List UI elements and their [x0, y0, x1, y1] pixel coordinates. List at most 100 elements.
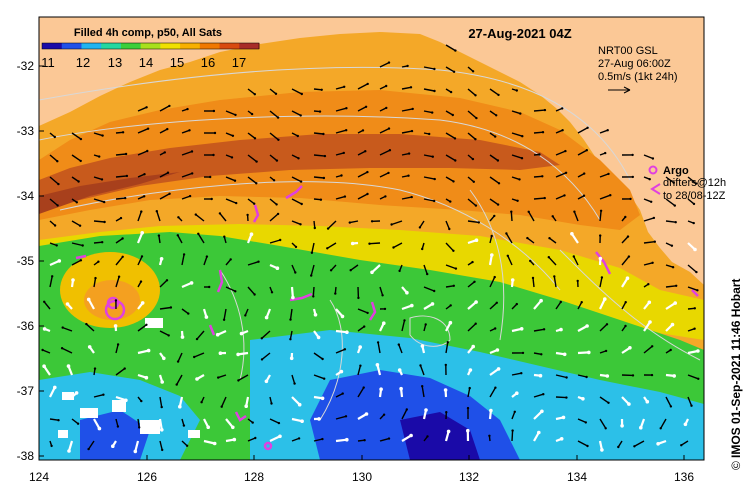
warm-core-2 — [39, 172, 180, 214]
velocity-arrow — [350, 264, 359, 271]
velocity-arrow-head — [81, 244, 84, 247]
velocity-arrow-head — [53, 135, 56, 139]
velocity-arrow-head — [61, 326, 64, 329]
velocity-arrow — [313, 88, 322, 91]
velocity-arrow — [599, 323, 608, 332]
velocity-arrow-head — [275, 266, 280, 271]
scale-arrow-icon — [608, 86, 631, 94]
velocity-arrow — [643, 198, 652, 203]
velocity-arrow-head — [41, 348, 44, 352]
velocity-arrow-head — [697, 377, 700, 380]
velocity-arrow — [379, 127, 390, 134]
velocity-arrow — [219, 212, 227, 222]
velocity-arrow-head — [381, 294, 384, 297]
velocity-arrow — [423, 264, 428, 275]
velocity-arrow-head — [363, 439, 366, 442]
velocity-arrow — [599, 298, 606, 310]
velocity-arrow-head — [300, 419, 304, 424]
velocity-arrow-head — [212, 441, 217, 446]
velocity-arrow-head — [75, 201, 79, 204]
velocity-arrow — [291, 154, 299, 159]
velocity-arrow-head — [255, 160, 258, 163]
velocity-arrow-head — [496, 203, 500, 206]
velocity-arrow — [203, 256, 208, 266]
velocity-arrow-head — [628, 346, 632, 350]
velocity-arrow-head — [403, 319, 406, 322]
velocity-arrow-head — [607, 172, 610, 176]
velocity-arrow-head — [585, 375, 588, 379]
velocity-arrow — [349, 220, 359, 224]
velocity-arrow-head — [598, 256, 603, 261]
velocity-arrow — [247, 88, 256, 95]
velocity-arrow — [511, 372, 522, 376]
velocity-arrow-head — [204, 315, 209, 319]
velocity-arrow — [291, 264, 296, 273]
velocity-arrow — [599, 194, 611, 200]
colorbar-swatch — [199, 43, 221, 49]
velocity-arrow-head — [125, 174, 129, 178]
velocity-arrow-head — [433, 177, 436, 181]
velocity-arrow-head — [520, 157, 524, 160]
velocity-arrow — [665, 285, 677, 288]
velocity-arrow — [643, 154, 654, 160]
velocity-arrow — [577, 418, 587, 424]
velocity-arrow-head — [452, 284, 455, 287]
velocity-arrow-head — [692, 221, 695, 225]
velocity-arrow-head — [253, 293, 256, 296]
velocity-arrow-head — [264, 379, 269, 384]
velocity-arrow-head — [334, 292, 337, 295]
velocity-arrow-head — [274, 92, 278, 96]
velocity-arrow-head — [146, 127, 150, 130]
velocity-arrow-head — [160, 380, 164, 384]
velocity-arrow — [533, 410, 543, 420]
velocity-arrow-head — [119, 216, 123, 220]
velocity-arrow-head — [145, 106, 148, 109]
velocity-arrow-head — [477, 221, 480, 224]
velocity-arrow-head — [562, 352, 567, 357]
colorbar-tick: 14 — [139, 55, 153, 70]
velocity-arrow — [247, 261, 259, 266]
velocity-arrow — [445, 154, 456, 162]
velocity-arrow-head — [542, 393, 545, 396]
velocity-arrow-head — [342, 151, 345, 155]
velocity-arrow — [553, 276, 557, 288]
velocity-arrow — [419, 220, 425, 228]
warm-core — [39, 134, 560, 212]
velocity-arrow-head — [98, 155, 101, 158]
velocity-arrow-head — [405, 408, 408, 411]
velocity-arrow — [137, 418, 140, 428]
velocity-arrow-head — [561, 107, 564, 110]
velocity-arrow-head — [494, 386, 497, 389]
velocity-arrow-head — [318, 110, 322, 113]
y-tick-label: -32 — [17, 59, 35, 73]
velocity-arrow-head — [279, 238, 282, 242]
velocity-arrow-head — [232, 437, 237, 442]
velocity-arrow-head — [468, 368, 473, 372]
velocity-arrow — [137, 106, 147, 112]
velocity-arrow-head — [551, 215, 554, 218]
cloud-patches — [58, 318, 200, 438]
velocity-arrow — [445, 110, 454, 116]
velocity-arrow — [137, 349, 149, 355]
velocity-arrow — [71, 154, 82, 162]
velocity-arrow-head — [604, 349, 608, 353]
velocity-arrow — [467, 281, 475, 288]
velocity-arrow — [423, 110, 433, 114]
y-axis: -32 -33 -34 -35 -36 -37 -38 — [17, 59, 44, 463]
velocity-arrow-head — [424, 323, 427, 326]
velocity-arrow-head — [343, 195, 347, 198]
colorbar-frame — [41, 42, 260, 50]
velocity-arrow-head — [651, 345, 654, 348]
velocity-arrow — [511, 110, 521, 115]
velocity-arrow-head — [340, 174, 343, 177]
velocity-arrow-head — [683, 422, 688, 427]
velocity-arrow-head — [452, 70, 456, 74]
velocity-arrow-head — [146, 348, 151, 353]
velocity-arrow-head — [165, 279, 169, 282]
velocity-arrow-head — [275, 159, 279, 162]
velocity-arrow-head — [695, 270, 698, 274]
velocity-arrow-head — [231, 425, 235, 430]
x-tick-label: 124 — [29, 470, 49, 484]
velocity-arrow — [291, 176, 302, 183]
